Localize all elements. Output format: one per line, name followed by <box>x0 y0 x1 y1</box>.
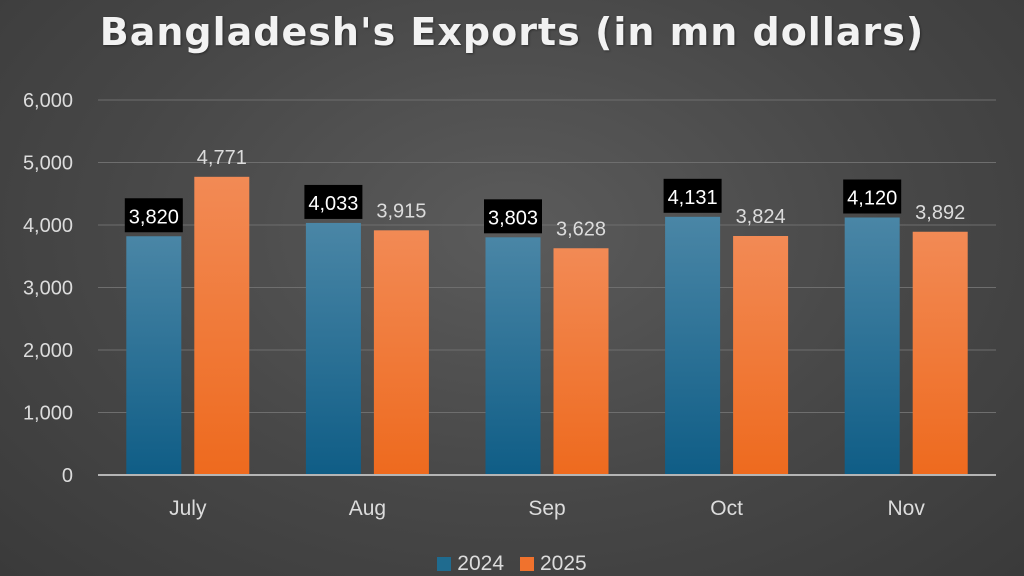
y-tick-label: 4,000 <box>23 215 73 237</box>
bar-oct-2025 <box>733 236 789 475</box>
x-tick-label: July <box>169 497 207 520</box>
x-tick-label: Nov <box>888 497 926 520</box>
data-label: 3,628 <box>556 218 606 240</box>
data-label: 3,915 <box>376 200 426 222</box>
x-tick-label: Sep <box>528 497 565 520</box>
legend-swatch-series-2 <box>520 557 534 571</box>
data-label: 3,824 <box>736 206 786 228</box>
legend-label-series-1: 2024 <box>457 552 504 575</box>
bar-nov-2024 <box>844 217 900 475</box>
data-label: 4,131 <box>668 187 718 209</box>
data-label-box <box>663 178 722 213</box>
data-label: 3,820 <box>129 206 179 228</box>
data-label-box <box>304 184 363 219</box>
x-tick-label: Oct <box>710 497 743 520</box>
bar-nov-2025 <box>912 231 968 475</box>
bar-sep-2025 <box>553 248 609 475</box>
y-tick-label: 0 <box>62 465 73 487</box>
data-label: 3,803 <box>488 207 538 229</box>
legend: 2024 2025 <box>0 552 1024 576</box>
y-tick-label: 3,000 <box>23 278 73 300</box>
data-label: 3,892 <box>915 202 965 224</box>
data-label: 4,771 <box>197 147 247 169</box>
bar-aug-2024 <box>305 222 361 475</box>
bar-oct-2024 <box>665 216 721 475</box>
y-tick-label: 6,000 <box>23 90 73 112</box>
data-label: 4,033 <box>308 193 358 215</box>
x-tick-label: Aug <box>349 497 386 520</box>
legend-item-series-1: 2024 <box>437 552 504 576</box>
legend-label-series-2: 2025 <box>540 552 587 575</box>
bar-sep-2024 <box>485 237 541 475</box>
data-label-box <box>124 198 183 233</box>
y-tick-label: 1,000 <box>23 403 73 425</box>
legend-swatch-series-1 <box>437 557 452 571</box>
chart-title: Bangladesh's Exports (in mn dollars) <box>99 10 925 54</box>
bar-july-2025 <box>194 176 250 475</box>
legend-item-series-2: 2025 <box>520 552 587 576</box>
bar-july-2024 <box>126 236 182 475</box>
data-label: 4,120 <box>847 188 897 210</box>
data-label-box <box>484 199 542 234</box>
y-tick-label: 2,000 <box>23 340 73 362</box>
data-label-box <box>843 179 902 214</box>
y-tick-label: 5,000 <box>23 153 73 175</box>
bar-aug-2025 <box>373 230 429 475</box>
